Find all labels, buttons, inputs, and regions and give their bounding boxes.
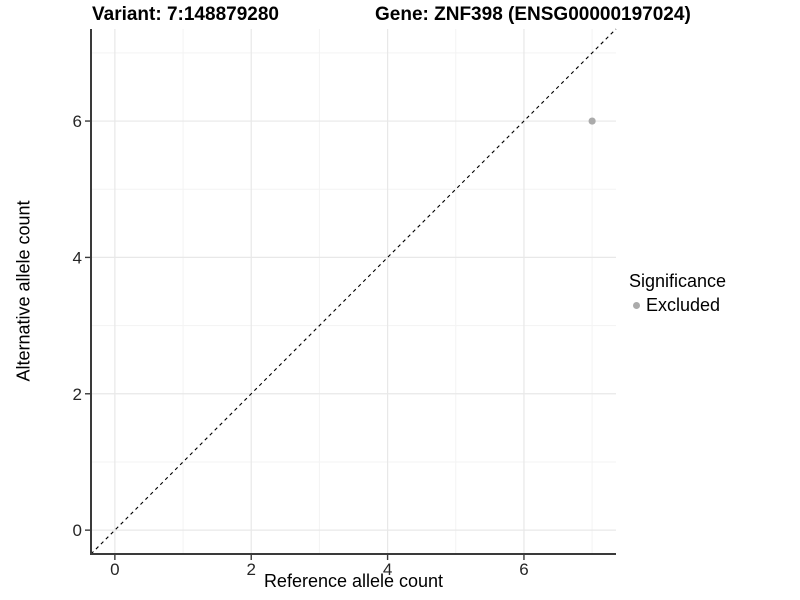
x-tick-label: 2 [246, 560, 255, 579]
x-tick-label: 6 [519, 560, 528, 579]
legend-point-icon [633, 302, 640, 309]
y-tick-label: 2 [73, 385, 82, 404]
data-point [588, 117, 596, 125]
y-tick-label: 6 [73, 112, 82, 131]
legend-title: Significance [629, 271, 727, 291]
y-tick-label: 4 [73, 248, 82, 267]
x-tick-label: 0 [110, 560, 119, 579]
legend: Significance Excluded [629, 271, 726, 316]
x-axis-title: Reference allele count [263, 571, 444, 591]
x-tick-label: 4 [383, 560, 392, 579]
legend-item-excluded: Excluded [629, 295, 726, 316]
legend-item-label: Excluded [646, 295, 721, 315]
plot-title-variant: Variant: 7:148879280 [92, 4, 279, 25]
y-axis-title: Alternative allele count [13, 200, 34, 382]
y-tick-label: 0 [73, 521, 82, 540]
identity-line [90, 28, 617, 555]
plot-title-gene: Gene: ZNF398 (ENSG00000197024) [375, 4, 691, 25]
